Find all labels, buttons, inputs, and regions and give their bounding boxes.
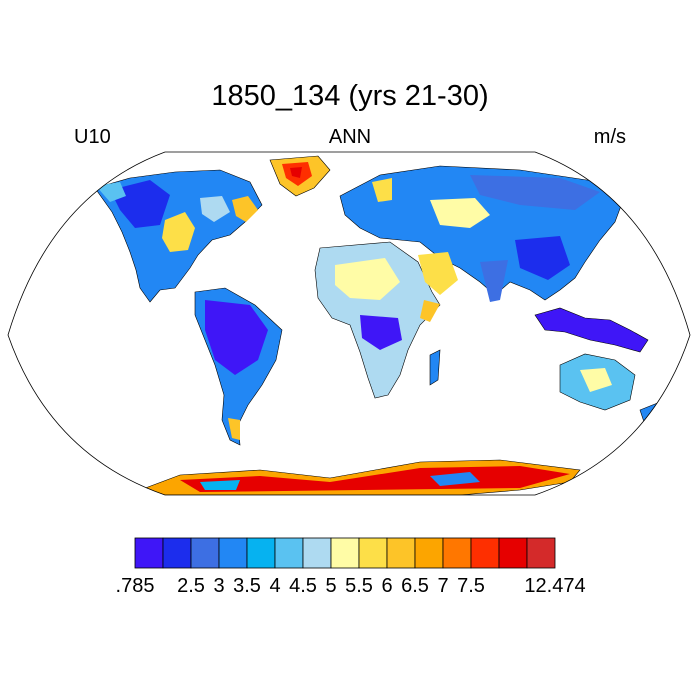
- colorbar-swatch: [218, 537, 248, 569]
- arabia: [418, 252, 458, 295]
- colorbar-tick-label: 2.5: [177, 575, 205, 597]
- madagascar: [429, 349, 441, 386]
- variable-label: U10: [74, 126, 111, 148]
- ross-shelf: [430, 472, 480, 486]
- map-boundary: [7, 151, 691, 496]
- somalia-coast: [420, 300, 440, 322]
- maritime-continent: [534, 307, 649, 353]
- colorbar-tick-label: 7: [437, 575, 448, 597]
- units-label: m/s: [593, 126, 626, 148]
- colorbar-tick-label: 6.5: [401, 575, 429, 597]
- scandinavia-region: [372, 178, 392, 202]
- colorbar-swatch: [414, 537, 444, 569]
- colorbar-swatch: [442, 537, 472, 569]
- colorbar-tick-label: 3: [213, 575, 224, 597]
- colorbar-tick-label: 4.5: [289, 575, 317, 597]
- colorbar-swatch: [246, 537, 276, 569]
- india-region: [480, 260, 508, 302]
- colorbar-tick-label: 6: [381, 575, 392, 597]
- colorbar-swatch: [162, 537, 192, 569]
- colorbar-swatch: [386, 537, 416, 569]
- colorbar-swatch: [274, 537, 304, 569]
- weddell-shelf: [200, 480, 240, 490]
- colorbar-tick-label: 5: [325, 575, 336, 597]
- sahara: [335, 258, 400, 300]
- season-label: ANN: [328, 126, 372, 148]
- colorbar-swatch: [190, 537, 220, 569]
- patagonia-region: [228, 418, 240, 440]
- colorbar-tick-label: 12.474: [524, 575, 585, 597]
- colorbar-tick-label: 3.5: [233, 575, 261, 597]
- colorbar-swatch: [330, 537, 360, 569]
- colorbar-swatch: [498, 537, 528, 569]
- great-plains: [162, 212, 195, 252]
- colorbar-tick-label: 7.5: [457, 575, 485, 597]
- congo-basin: [360, 315, 402, 350]
- amazon-basin: [205, 300, 268, 375]
- colorbar-swatch: [134, 537, 164, 569]
- china-region: [515, 236, 570, 280]
- siberia-region: [470, 175, 600, 210]
- central-asia: [430, 198, 490, 228]
- labrador-region: [232, 196, 258, 222]
- colorbar-swatch: [526, 537, 556, 569]
- colorbar-tick-label: .785: [116, 575, 155, 597]
- canada-north: [110, 180, 170, 228]
- colorbar-swatch: [302, 537, 332, 569]
- greenland-ice-peak: [290, 167, 302, 178]
- plot-title: 1850_134 (yrs 21-30): [211, 80, 489, 112]
- colorbar-tick-label: 5.5: [345, 575, 373, 597]
- hudson-region: [200, 196, 230, 222]
- colorbar-swatch: [358, 537, 388, 569]
- antarctica-ice-sheet: [180, 466, 570, 492]
- australia-interior: [580, 368, 612, 392]
- colorbar-swatch: [470, 537, 500, 569]
- colorbar-tick-label: 4: [269, 575, 280, 597]
- alaska-region: [96, 182, 126, 202]
